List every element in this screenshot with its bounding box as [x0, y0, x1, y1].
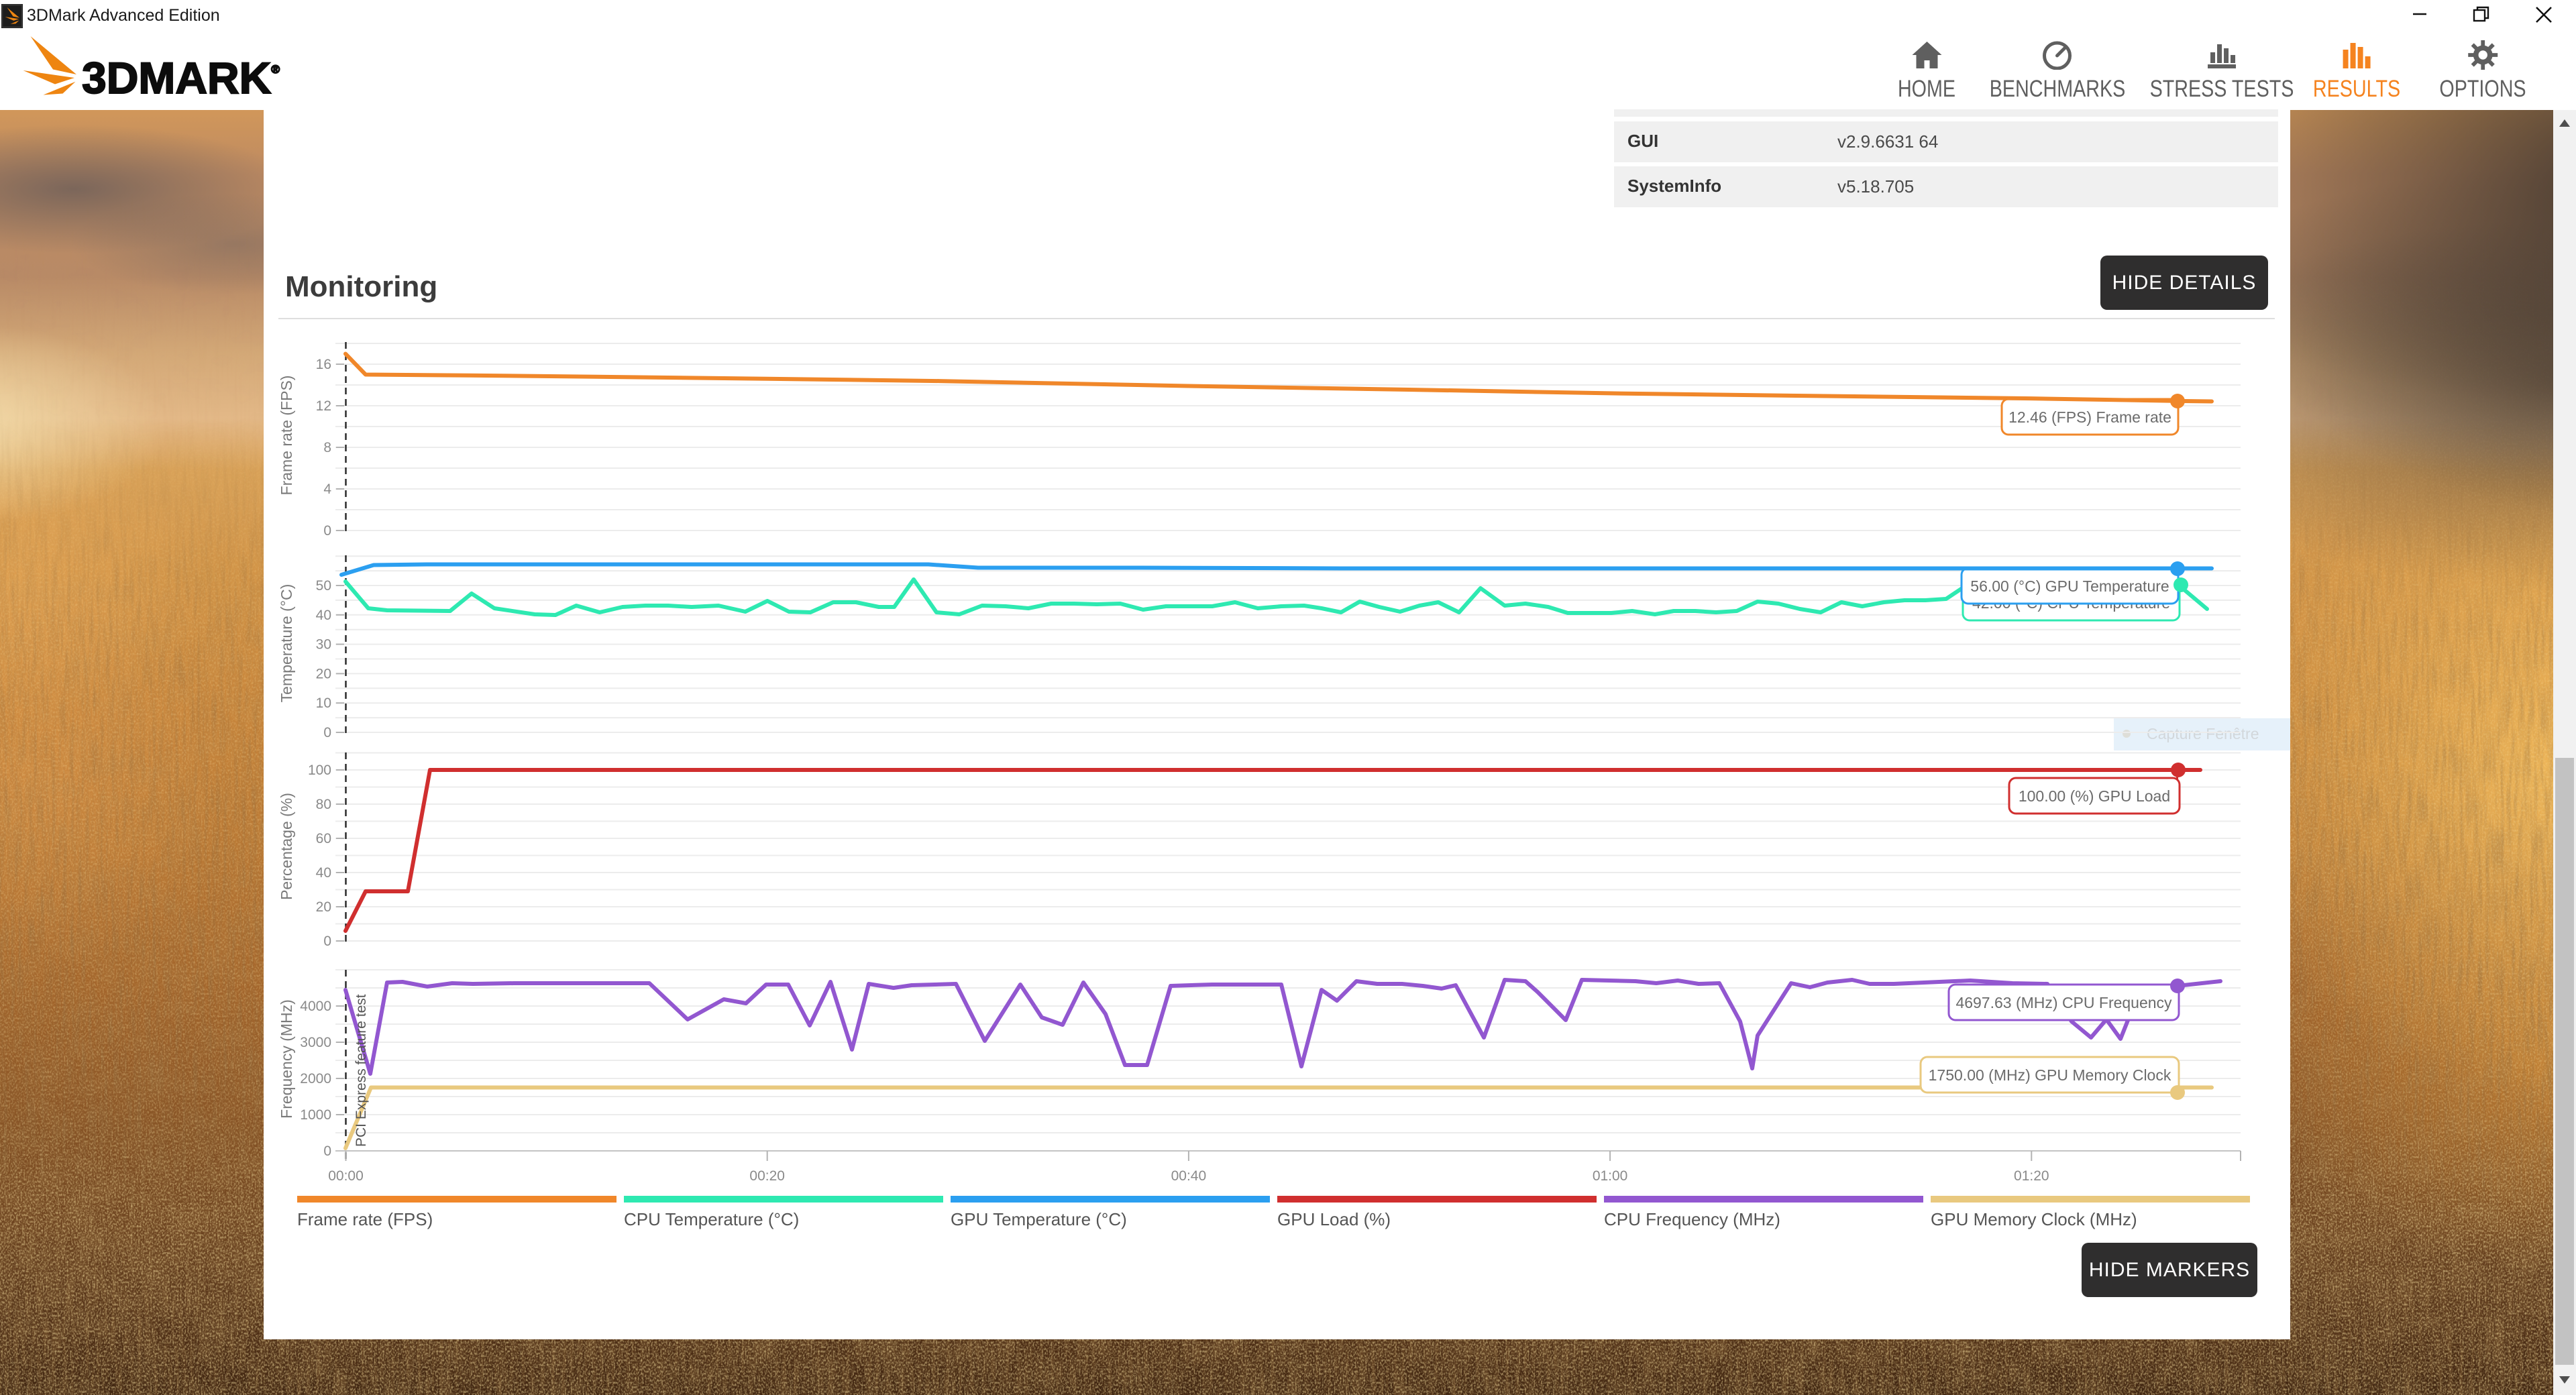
svg-text:Percentage (%): Percentage (%): [278, 793, 295, 900]
svg-text:0: 0: [323, 934, 331, 949]
svg-text:CPU Temperature (°C): CPU Temperature (°C): [624, 1209, 799, 1229]
svg-text:4: 4: [323, 482, 331, 497]
svg-text:3000: 3000: [300, 1035, 331, 1050]
svg-text:20: 20: [316, 666, 331, 681]
svg-text:Frame rate (FPS): Frame rate (FPS): [278, 376, 295, 496]
svg-text:8: 8: [323, 440, 331, 455]
svg-text:1750.00 (MHz) GPU Memory Clock: 1750.00 (MHz) GPU Memory Clock: [1929, 1066, 2171, 1084]
svg-text:16: 16: [316, 357, 331, 372]
svg-text:56.00 (°C) GPU Temperature: 56.00 (°C) GPU Temperature: [1970, 577, 2169, 595]
svg-text:PCI Express feature test: PCI Express feature test: [354, 994, 369, 1147]
svg-text:GPU Temperature (°C): GPU Temperature (°C): [951, 1209, 1127, 1229]
svg-text:00:40: 00:40: [1171, 1168, 1207, 1184]
svg-text:12: 12: [316, 398, 331, 414]
svg-text:80: 80: [316, 797, 331, 812]
svg-text:60: 60: [316, 831, 331, 846]
svg-text:100: 100: [308, 763, 331, 778]
svg-text:00:20: 00:20: [749, 1168, 785, 1184]
svg-text:4000: 4000: [300, 999, 331, 1014]
svg-text:Frequency (MHz): Frequency (MHz): [278, 999, 295, 1119]
svg-text:01:00: 01:00: [1593, 1168, 1628, 1184]
svg-text:GPU Memory Clock (MHz): GPU Memory Clock (MHz): [1931, 1209, 2137, 1229]
svg-text:40: 40: [316, 865, 331, 881]
svg-text:00:00: 00:00: [328, 1168, 364, 1184]
svg-text:30: 30: [316, 637, 331, 653]
svg-text:12.46 (FPS) Frame rate: 12.46 (FPS) Frame rate: [2008, 408, 2171, 426]
svg-text:CPU Frequency (MHz): CPU Frequency (MHz): [1604, 1209, 1780, 1229]
svg-text:10: 10: [316, 695, 331, 711]
svg-text:0: 0: [323, 725, 331, 740]
svg-text:2000: 2000: [300, 1071, 331, 1086]
svg-text:1000: 1000: [300, 1107, 331, 1123]
svg-text:0: 0: [323, 1143, 331, 1159]
svg-text:Frame rate (FPS): Frame rate (FPS): [297, 1209, 433, 1229]
svg-text:50: 50: [316, 578, 331, 594]
svg-text:4697.63 (MHz) CPU Frequency: 4697.63 (MHz) CPU Frequency: [1955, 994, 2172, 1011]
svg-text:100.00 (%) GPU Load: 100.00 (%) GPU Load: [2019, 787, 2170, 805]
svg-text:0: 0: [323, 523, 331, 539]
svg-text:Temperature (°C): Temperature (°C): [278, 584, 295, 703]
svg-text:20: 20: [316, 899, 331, 915]
svg-text:01:20: 01:20: [2014, 1168, 2049, 1184]
svg-text:GPU Load (%): GPU Load (%): [1277, 1209, 1391, 1229]
svg-text:40: 40: [316, 608, 331, 623]
